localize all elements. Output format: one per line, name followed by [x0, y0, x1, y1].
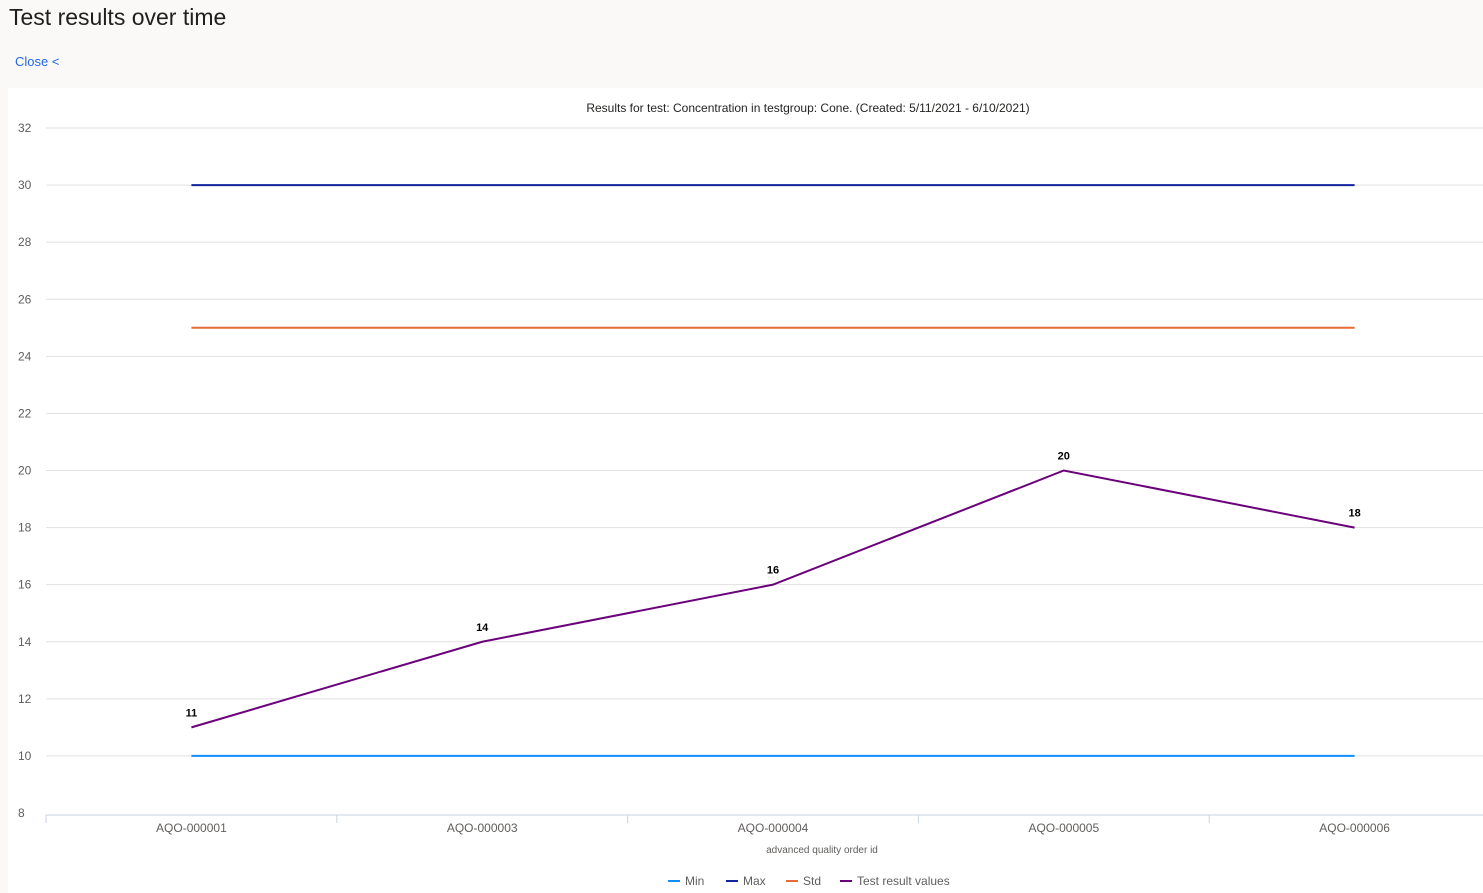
- y-tick-label: 30: [18, 178, 32, 192]
- y-tick-label: 32: [18, 121, 32, 135]
- data-label: 20: [1058, 451, 1070, 463]
- y-tick-label: 16: [18, 578, 32, 592]
- legend-item: Min: [685, 874, 704, 888]
- data-label: 16: [767, 565, 779, 577]
- x-tick-label: AQO-000004: [738, 821, 809, 835]
- y-tick-label: 24: [18, 349, 32, 363]
- y-tick-label: 28: [18, 235, 32, 249]
- x-axis-title: advanced quality order id: [766, 845, 878, 856]
- x-tick-label: AQO-000001: [156, 821, 227, 835]
- y-tick-label: 18: [18, 521, 32, 535]
- chart-panel: [8, 88, 1483, 893]
- x-tick-label: AQO-000006: [1319, 821, 1390, 835]
- legend-item: Test result values: [857, 874, 950, 888]
- page-title: Test results over time: [9, 4, 227, 30]
- close-link[interactable]: Close <: [15, 54, 60, 69]
- legend-item: Max: [743, 874, 766, 888]
- chart-title: Results for test: Concentration in testg…: [586, 101, 1029, 115]
- data-label: 11: [186, 707, 198, 719]
- y-tick-label: 20: [18, 464, 32, 478]
- y-tick-label: 14: [18, 635, 32, 649]
- legend-item: Std: [803, 874, 821, 888]
- series-line-test-result-values: [191, 469, 1355, 729]
- y-tick-label: 26: [18, 292, 32, 306]
- data-label: 18: [1348, 508, 1360, 520]
- y-tick-label: 22: [18, 406, 32, 420]
- y-tick-label: 8: [18, 806, 25, 820]
- y-tick-label: 10: [18, 749, 32, 763]
- x-tick-label: AQO-000003: [447, 821, 518, 835]
- x-tick-label: AQO-000005: [1028, 821, 1099, 835]
- y-tick-label: 12: [18, 692, 32, 706]
- data-label: 14: [476, 622, 489, 634]
